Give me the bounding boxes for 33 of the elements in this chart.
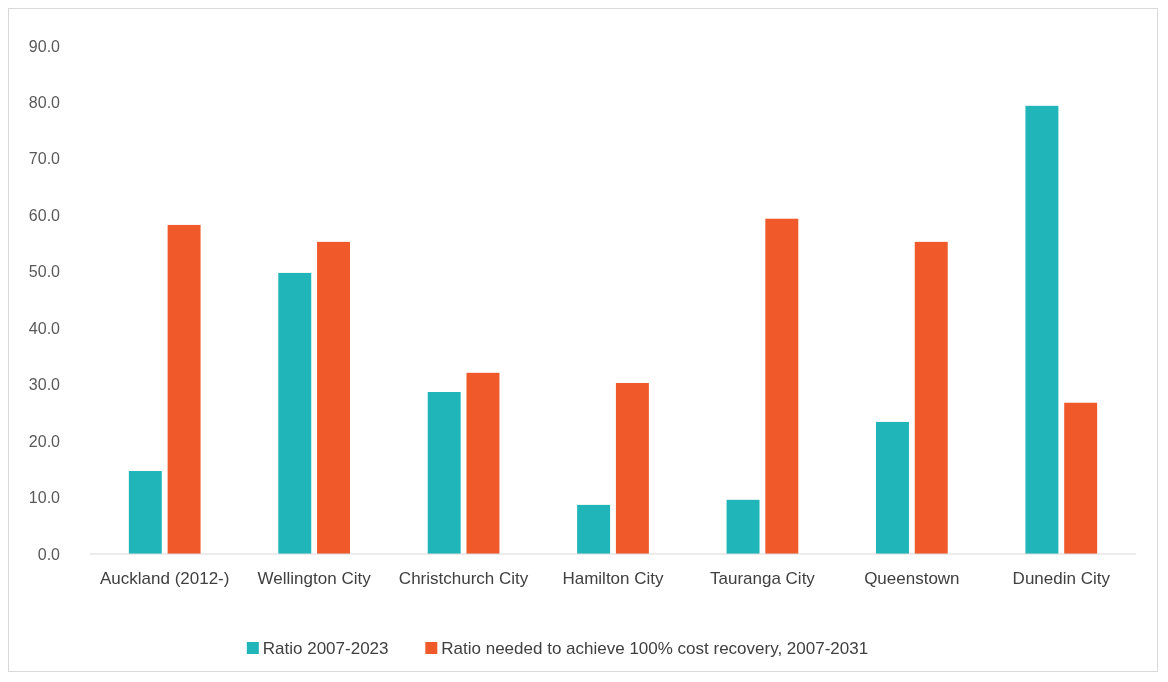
- y-tick-label: 70.0: [28, 150, 61, 168]
- y-tick-label: 40.0: [28, 319, 61, 337]
- x-tick-label: Auckland (2012-): [99, 569, 230, 588]
- x-tick-label: Wellington City: [257, 569, 372, 588]
- legend-label: Ratio 2007-2023: [262, 638, 389, 658]
- y-tick-label: 20.0: [28, 432, 61, 450]
- bar: [914, 241, 948, 554]
- bar: [726, 499, 760, 554]
- legend-label: Ratio needed to achieve 100% cost recovery, 2007-2031: [441, 638, 869, 658]
- y-tick-label: 80.0: [28, 94, 61, 112]
- bar: [427, 392, 461, 554]
- y-tick-label: 50.0: [28, 263, 61, 281]
- bar: [875, 421, 909, 554]
- bar: [615, 382, 649, 554]
- bar: [1064, 402, 1098, 554]
- x-tick-label: Tauranga City: [709, 569, 816, 588]
- y-tick-label: 30.0: [28, 376, 61, 394]
- bar: [167, 224, 201, 554]
- bar: [128, 471, 162, 554]
- y-tick-label: 60.0: [28, 206, 61, 224]
- x-tick-label: Christchurch City: [398, 569, 529, 588]
- x-tick-label: Hamilton City: [562, 569, 665, 588]
- bar: [317, 241, 351, 554]
- bar: [577, 504, 611, 554]
- y-tick-label: 0.0: [37, 545, 61, 563]
- bar: [1025, 105, 1059, 554]
- y-tick-label: 10.0: [28, 489, 61, 507]
- bar: [765, 218, 799, 554]
- bar: [278, 272, 312, 554]
- bar: [466, 372, 500, 554]
- x-tick-label: Dunedin City: [1012, 569, 1111, 588]
- x-tick-label: Queenstown: [864, 569, 960, 588]
- y-tick-label: 90.0: [28, 37, 61, 55]
